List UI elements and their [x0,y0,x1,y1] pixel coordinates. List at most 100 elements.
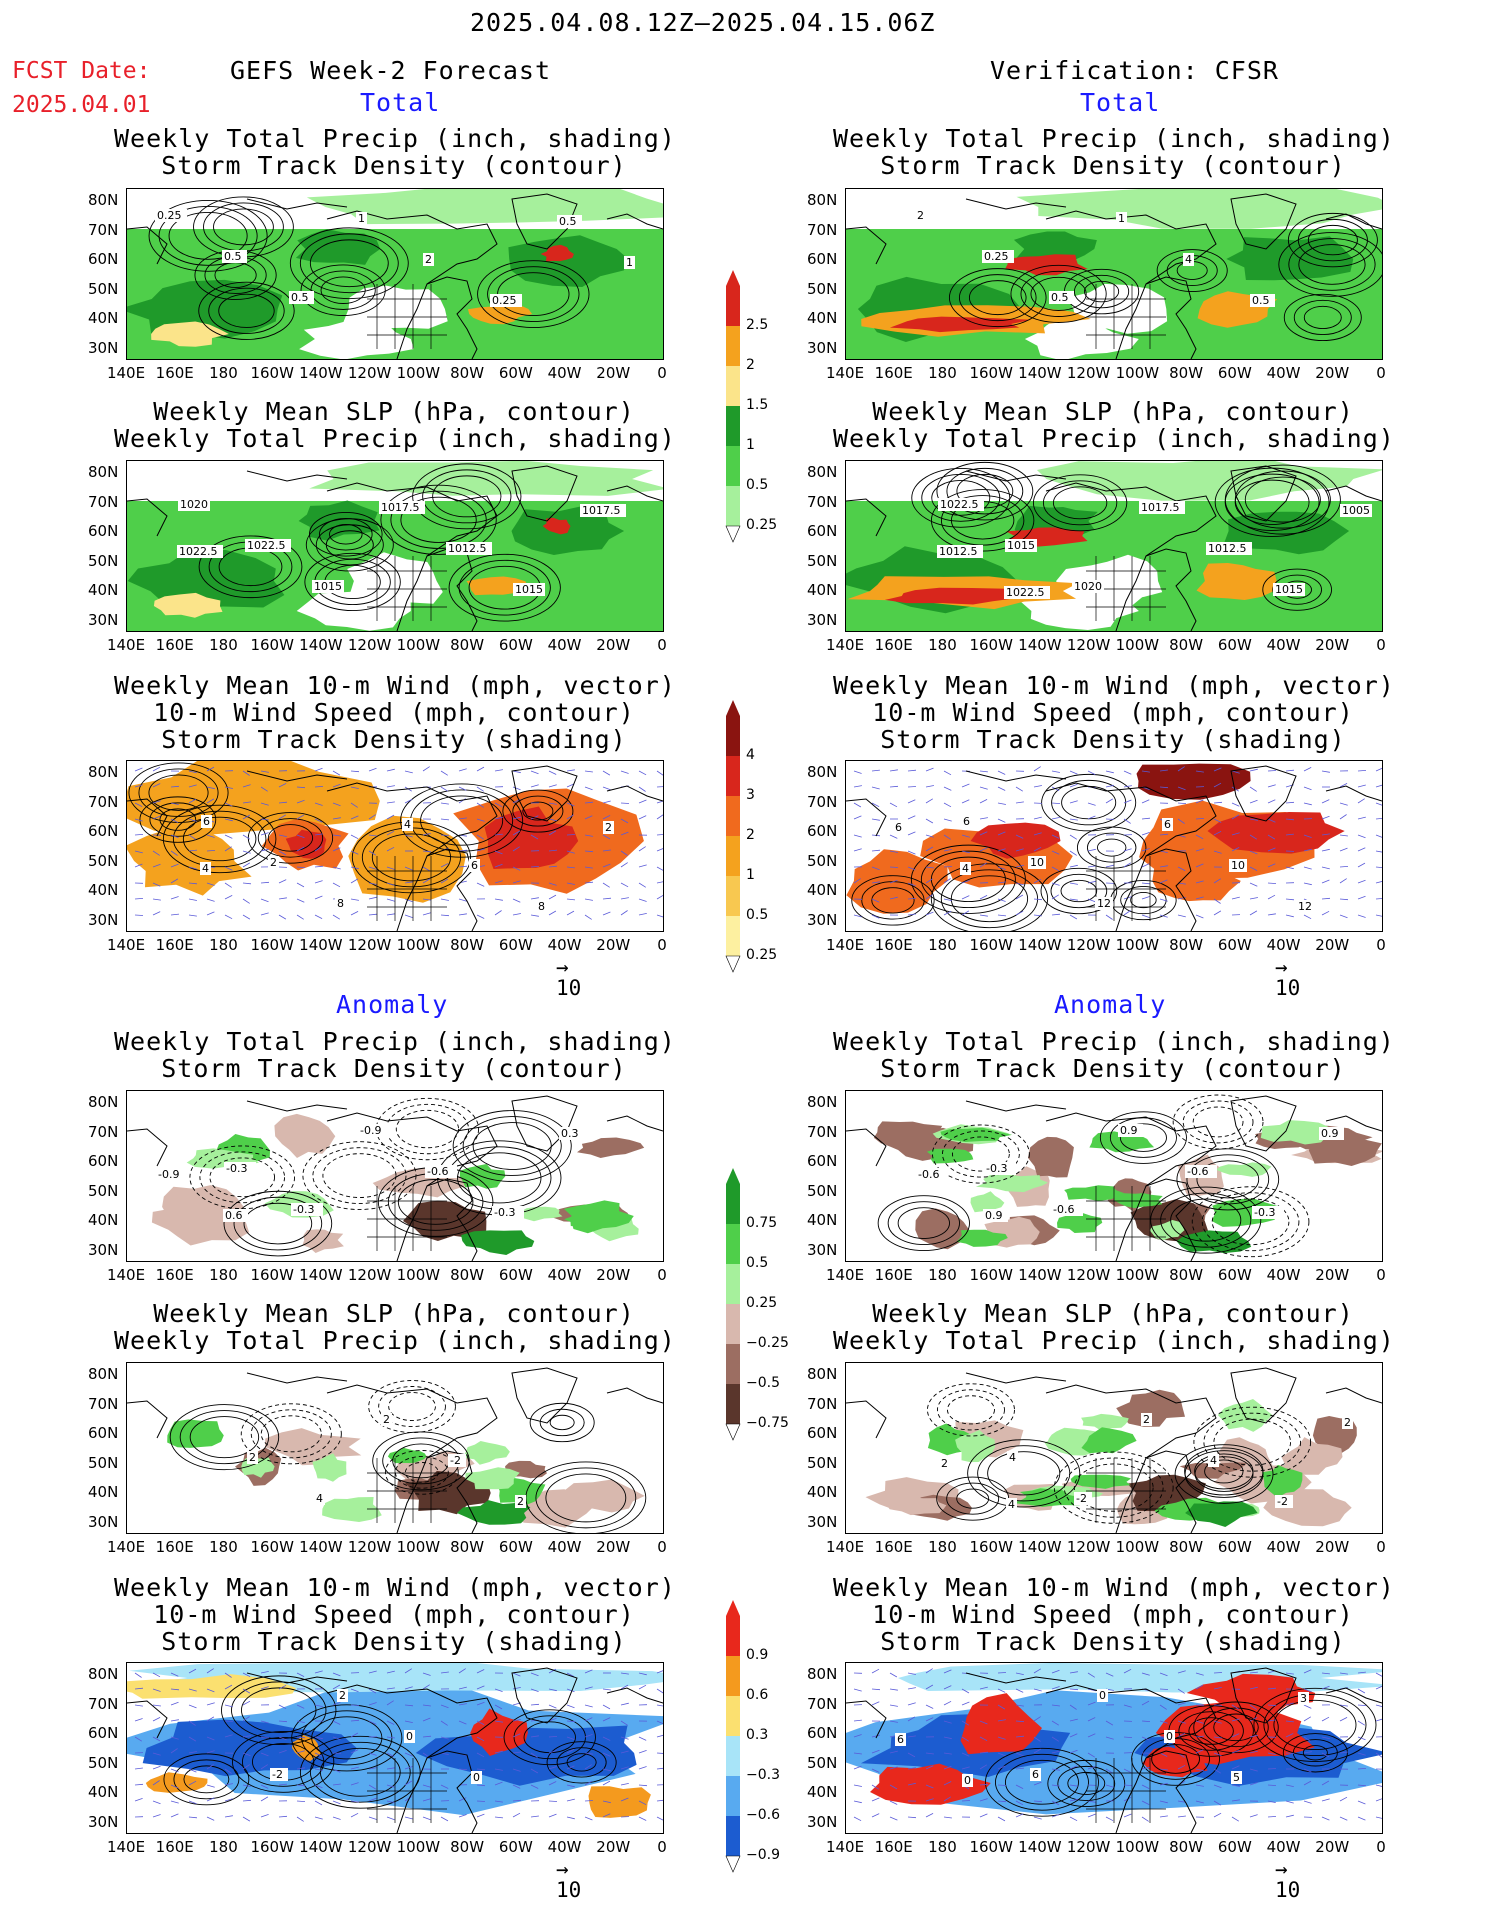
contour-line [1273,1699,1357,1751]
panel-title-line: Weekly Mean SLP (hPa, contour) [872,1299,1354,1328]
wind-vector [1321,910,1330,916]
wind-vector [314,1800,323,1806]
contour-label: 2 [339,1689,346,1702]
wind-vector [1267,847,1276,852]
wind-vector [889,1704,898,1707]
wind-vector [925,1684,934,1690]
wind-vector [332,802,341,807]
wind-vector [1267,913,1276,916]
contour-label: 1012.5 [448,542,487,555]
wind-vector [1087,1733,1096,1738]
wind-vector [979,1798,988,1802]
lon-label: 60W [1217,636,1252,654]
wind-vector [224,914,233,920]
contour-label: 8 [337,897,344,910]
wind-vector [548,1717,557,1722]
lon-label: 120W [1066,1838,1111,1856]
wind-vector [296,1750,305,1754]
wind-vector [1249,1671,1258,1674]
lat-label: 30N [88,1812,119,1831]
wind-vector [638,1784,648,1787]
wind-vector [368,1720,377,1725]
contour-line [956,473,1014,509]
wind-vector [1213,878,1222,884]
precip-anomaly-dry [1028,1136,1074,1178]
vector-reference-value: 10 [556,976,582,1000]
storm-density-area [970,822,1061,859]
wind-vector [296,1784,306,1787]
wind-vector [638,898,647,902]
coastline [606,1387,663,1404]
wind-vector [620,897,629,900]
wind-vector [961,1736,970,1742]
wind-vector [476,882,485,887]
lon-label: 100W [396,936,441,954]
contour-line [549,1414,575,1431]
wind-vector [1195,799,1204,804]
wind-vector [1051,894,1060,900]
wind-vector [170,1672,179,1677]
wind-vector [907,1716,916,1722]
wind-vector [925,1668,933,1674]
wind-vector [943,1685,952,1690]
wind-vector [1015,801,1024,804]
contour-label: 2 [425,253,432,266]
wind-vector [1195,1749,1204,1754]
lat-label: 80N [88,463,119,481]
contour-line [932,1124,1030,1184]
wind-vector [584,786,593,791]
wind-vector [134,1687,144,1690]
wind-vector [656,881,663,884]
lon-label: 180 [209,1266,238,1284]
coastline [127,498,168,537]
map-panel: 0.25 0.5 0.5 1 2 0.25 0.5 1 [126,188,664,360]
wind-vector [350,1732,359,1738]
panel-title-line: Storm Track Density (contour) [880,151,1346,180]
lon-label: 20W [1315,936,1350,954]
wind-vector [656,1720,663,1725]
contour-line [545,1473,627,1523]
contour-label-bg [446,542,492,555]
wind-vector [242,850,251,854]
lat-label: 30N [807,1512,838,1531]
wind-vector [1069,1816,1078,1822]
contour-label-bg [536,900,547,913]
coastline [246,1372,348,1384]
wind-vector [494,1688,503,1692]
contour-label: 2 [917,209,924,222]
wind-vector [620,850,628,856]
wind-vector [1231,896,1240,900]
contour-label-bg [222,250,247,263]
lat-label: 30N [88,338,119,357]
wind-vector [296,1720,305,1723]
wind-vector [386,1720,395,1725]
wind-vector [1213,1736,1222,1739]
dry-area [1024,315,1139,359]
contour-label-bg [404,1730,415,1743]
wind-vector [404,1780,413,1786]
contour-line [1244,476,1321,523]
wind-vector [925,798,934,804]
wind-vector [1303,914,1312,920]
wind-vector [314,767,323,772]
contour-line [240,1403,342,1465]
wind-vector [1123,910,1131,916]
wind-vector [1069,850,1077,856]
wind-vector [638,1736,647,1741]
wind-vector [368,1670,377,1674]
wind-vector [961,1766,970,1770]
colorbar-segment [726,1344,740,1384]
wind-vector [296,1800,306,1802]
wind-vector [530,1672,539,1677]
storm-anomaly-positive [127,1674,296,1699]
wind-vector [1231,786,1240,792]
wind-vector [925,785,934,788]
panel-title-line: 10-m Wind Speed (mph, contour) [153,1600,635,1629]
panel-title: Weekly Total Precip (inch, shading) Storm… [833,125,1394,180]
wind-vector [476,818,485,822]
panel-title-line: Weekly Mean 10-m Wind (mph, vector) [114,671,676,700]
wind-vector [1033,1716,1041,1722]
lon-label: 180 [209,364,238,382]
